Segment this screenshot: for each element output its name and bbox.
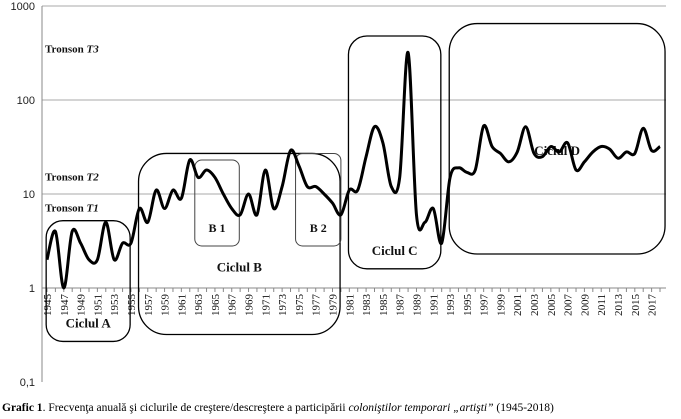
x-tick-label: 1953 — [109, 294, 121, 317]
x-tick-label: 2001 — [512, 294, 524, 316]
x-tick-label: 1991 — [428, 294, 440, 316]
y-tick-label: 100 — [17, 95, 35, 107]
figure-caption: Grafic 1. Frecvenţa anuală şi ciclurile … — [2, 402, 554, 414]
x-tick-label: 1963 — [193, 294, 205, 317]
x-tick-label: 1999 — [495, 294, 507, 317]
x-tick-label: 2013 — [613, 294, 625, 317]
tronson-label: Tronson T2 — [45, 171, 99, 183]
x-tick-label: 1973 — [277, 294, 289, 317]
cycle-region-box — [448, 22, 666, 255]
cycle-label: Ciclul C — [372, 243, 418, 258]
x-tick-label: 1949 — [76, 294, 88, 317]
x-tick-label: 1981 — [344, 294, 356, 316]
x-tick-label: 1969 — [244, 294, 256, 317]
x-tick-label: 1965 — [210, 294, 222, 317]
cycle-region-box — [347, 35, 442, 270]
x-tick-label: 1945 — [42, 294, 54, 317]
caption-text: . Frecvenţa anuală şi ciclurile de creşt… — [42, 402, 349, 414]
tronson-label: Tronson T3 — [45, 44, 99, 56]
x-tick-label: 1959 — [160, 294, 172, 317]
x-tick-label: 1951 — [92, 294, 104, 316]
cycle-label: Ciclul B — [217, 259, 262, 274]
x-tick-label: 1985 — [378, 294, 390, 317]
cycle-region-box — [45, 220, 131, 343]
x-tick-label: 2009 — [579, 294, 591, 317]
y-tick-label: 10 — [23, 189, 35, 201]
x-tick-label: 1961 — [176, 294, 188, 316]
x-tick-label: 2011 — [596, 294, 608, 316]
x-tick-label: 1979 — [328, 294, 340, 317]
x-tick-label: 1957 — [143, 294, 155, 317]
caption-italic: coloniştilor temporari „artişti” — [348, 402, 494, 414]
x-tick-label: 1993 — [445, 294, 457, 317]
cycle-label: B 1 — [209, 221, 226, 235]
x-tick-label: 1987 — [395, 294, 407, 317]
x-tick-label: 1995 — [462, 294, 474, 317]
x-tick-label: 2007 — [563, 294, 575, 317]
y-tick-label: 1000 — [11, 1, 35, 13]
x-tick-label: 1977 — [311, 294, 323, 317]
y-tick-label: 1 — [29, 283, 35, 295]
tronson-label: Tronson T1 — [45, 203, 99, 215]
x-tick-label: 1975 — [294, 294, 306, 317]
x-tick-label: 1997 — [479, 294, 491, 317]
cycle-region-box — [295, 152, 342, 247]
x-tick-label: 1967 — [227, 294, 239, 317]
cycle-region-box — [194, 159, 240, 247]
x-tick-label: 1971 — [260, 294, 272, 316]
chart: 0,1 1 10 100 1000 1945 1947 1949 1951 1953 1955 195… — [11, 1, 666, 389]
cycle-label: Ciclul A — [66, 315, 112, 330]
x-tick-label: 1989 — [411, 294, 423, 317]
x-tick-label: 2015 — [630, 294, 642, 317]
x-tick-label: 1955 — [126, 294, 138, 317]
cycle-label: B 2 — [310, 221, 327, 235]
x-tick-label: 2003 — [529, 294, 541, 317]
x-tick-label: 2017 — [647, 294, 659, 317]
caption-years: (1945-2018) — [493, 402, 554, 414]
y-tick-label: 0,1 — [20, 377, 35, 389]
cycle-region-box — [137, 152, 341, 336]
caption-label: Grafic 1 — [2, 402, 43, 414]
x-tick-label: 1947 — [59, 294, 71, 317]
x-tick-label: 2005 — [546, 294, 558, 317]
x-tick-label: 1983 — [361, 294, 373, 317]
